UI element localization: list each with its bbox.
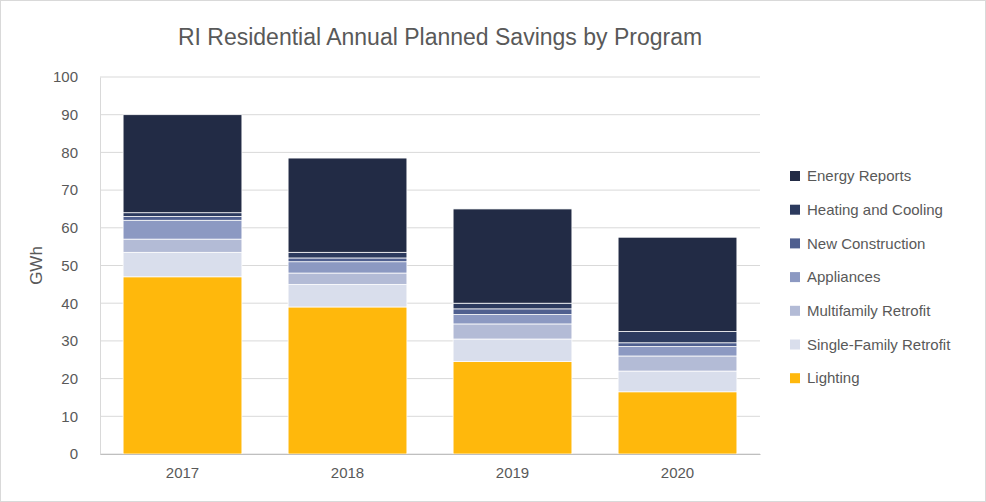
- y-tick: 0: [70, 445, 100, 462]
- y-tick: 80: [61, 144, 100, 161]
- y-axis-title: GWh: [27, 246, 46, 285]
- y-tick: 50: [61, 257, 100, 274]
- y-tick: 20: [61, 370, 100, 387]
- y-tick: 70: [61, 181, 100, 198]
- y-tick: 90: [61, 106, 100, 123]
- x-axis-line: [101, 454, 761, 455]
- title: RI Residential Annual Planned Savings by…: [178, 24, 702, 50]
- y-tick-label: 80: [61, 144, 78, 161]
- y-axis: 0 10 20 30 40 50 60 70 80 90 100: [53, 68, 101, 462]
- bar-segment: [123, 239, 242, 252]
- x-tick-label: 2018: [331, 464, 364, 481]
- bar-segment: [123, 277, 242, 454]
- bar-segment: [453, 209, 572, 303]
- bar-segment: [288, 158, 407, 252]
- y-tick-label: 30: [61, 332, 78, 349]
- x-axis: 2017 2018 2019 2020: [101, 454, 761, 481]
- legend-swatch: [790, 306, 800, 316]
- x-tick: 2019: [496, 454, 529, 481]
- bar-segment: [453, 303, 572, 309]
- y-tick: 60: [61, 219, 100, 236]
- bar-segment: [453, 315, 572, 324]
- y-tick-label: 0: [70, 445, 78, 462]
- y-tick-label: 70: [61, 181, 78, 198]
- series: [123, 115, 737, 332]
- legend-item: Lighting: [790, 369, 860, 386]
- bar-segment: [618, 237, 737, 331]
- bar-segment: [618, 343, 737, 347]
- bar-segment: [453, 362, 572, 454]
- y-tick-label: 50: [61, 257, 78, 274]
- bar-segment: [288, 262, 407, 273]
- legend-item: Energy Reports: [790, 167, 911, 184]
- bars: [123, 115, 737, 454]
- bar-segment: [288, 252, 407, 258]
- y-tick-label: 10: [61, 408, 78, 425]
- x-tick: 2018: [331, 454, 364, 481]
- bar-segment: [453, 339, 572, 362]
- bar-segment: [123, 115, 242, 213]
- y-tick-label: 40: [61, 295, 78, 312]
- x-tick-label: 2020: [661, 464, 694, 481]
- grid-line: [100, 77, 760, 78]
- legend-item: New Construction: [790, 235, 925, 252]
- grid: [100, 77, 760, 454]
- bar-segment: [618, 331, 737, 342]
- legend-label: New Construction: [807, 235, 925, 252]
- y-tick: 40: [61, 295, 100, 312]
- chart: 0 10 20 30 40 50 60 70 80 90 100 2017 2018 2019 2020 RI…: [0, 0, 986, 502]
- bar-segment: [618, 356, 737, 371]
- bar-segment: [618, 347, 737, 356]
- legend-label: Heating and Cooling: [807, 201, 943, 218]
- bar-segment: [618, 392, 737, 454]
- x-tick: 2017: [166, 454, 199, 481]
- series: [123, 216, 737, 346]
- y-tick: 30: [61, 332, 100, 349]
- y-axis-line: [100, 78, 101, 455]
- bar-segment: [123, 220, 242, 239]
- x-tick: 2020: [661, 454, 694, 481]
- x-tick-label: 2017: [166, 464, 199, 481]
- legend-item: Single-Family Retrofit: [790, 336, 951, 353]
- legend-label: Appliances: [807, 268, 880, 285]
- legend-swatch: [790, 238, 800, 248]
- bar-segment: [288, 284, 407, 307]
- legend-item: Heating and Cooling: [790, 201, 943, 218]
- y-tick-label: 100: [53, 68, 78, 85]
- legend-item: Multifamily Retrofit: [790, 302, 931, 319]
- bar-segment: [123, 252, 242, 277]
- legend-swatch: [790, 205, 800, 215]
- bar-segment: [453, 324, 572, 339]
- legend-item: Appliances: [790, 268, 880, 285]
- legend-swatch: [790, 373, 800, 383]
- legend-swatch: [790, 340, 800, 350]
- y-tick-label: 90: [61, 106, 78, 123]
- series: [123, 220, 737, 356]
- plot: 0 10 20 30 40 50 60 70 80 90 100 2017 2018 2019 2020: [53, 68, 761, 480]
- bar-segment: [288, 258, 407, 262]
- bar-segment: [618, 371, 737, 392]
- legend: Energy Reports Heating and Cooling New Con…: [790, 167, 951, 386]
- y-tick-label: 60: [61, 219, 78, 236]
- legend-label: Multifamily Retrofit: [807, 302, 931, 319]
- bar-segment: [453, 309, 572, 315]
- legend-label: Single-Family Retrofit: [807, 336, 951, 353]
- y-tick: 100: [53, 68, 100, 85]
- bar-segment: [123, 216, 242, 220]
- y-tick-label: 20: [61, 370, 78, 387]
- y-tick: 10: [61, 408, 100, 425]
- x-tick-label: 2019: [496, 464, 529, 481]
- bar-segment: [288, 307, 407, 454]
- bar-segment: [123, 213, 242, 217]
- series: [123, 213, 737, 343]
- bar-segment: [288, 273, 407, 284]
- legend-label: Lighting: [807, 369, 860, 386]
- chart-frame: [1, 1, 986, 502]
- legend-swatch: [790, 272, 800, 282]
- legend-label: Energy Reports: [807, 167, 911, 184]
- legend-swatch: [790, 171, 800, 181]
